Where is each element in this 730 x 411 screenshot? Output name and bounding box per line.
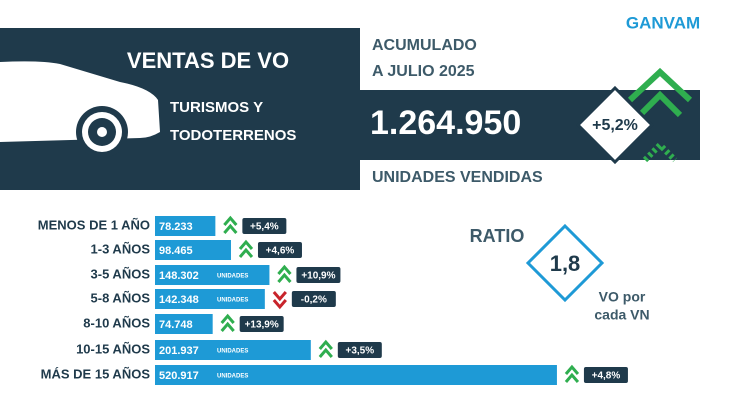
logo: GANVAM [626,13,700,32]
change-box [296,267,341,283]
total-caption: UNIDADES VENDIDAS [372,169,543,186]
ratio-caption: cada VN [594,307,649,323]
bar [155,240,231,260]
category-label: 10-15 AÑOS [76,341,150,356]
category-label: 8-10 AÑOS [83,315,150,330]
change-diamond [575,85,655,165]
value-label: 98.465 [159,245,193,257]
total: 1.264.950 [370,104,521,142]
title: VENTAS DE VO [127,48,289,73]
change-label: +13,9% [245,320,279,331]
category-label: 3-5 AÑOS [91,266,151,281]
change-label: -0,2% [301,295,327,306]
change-label: +4,6% [266,246,295,257]
change-box [583,367,628,383]
change-arrow [277,264,292,283]
category-label: MÁS DE 15 AÑOS [41,366,151,381]
change-label: +5,4% [250,222,279,233]
value-label: 78.233 [159,221,193,233]
change-box [291,291,336,307]
bar [155,340,311,360]
change-label: +4,8% [592,371,621,382]
bar [155,314,213,334]
unit-label: UNIDADES [217,349,248,355]
bar [155,365,557,385]
bar [155,265,270,285]
change-box [239,316,284,332]
car-icon [0,61,160,158]
value-label: 148.302 [159,270,199,282]
change-box [257,242,302,258]
change-arrow [223,215,238,234]
bar [155,289,265,309]
value-label: 520.917 [159,370,199,382]
change-label: +10,9% [301,271,335,282]
change-arrow [272,291,287,310]
change-box [337,342,382,358]
period: ACUMULADO [372,37,477,54]
value-label: 201.937 [159,345,199,357]
bar [155,216,216,236]
unit-label: UNIDADES [217,298,248,304]
decor-chevrons [627,67,693,163]
category-label: MENOS DE 1 AÑO [38,217,150,232]
value-label: 74.748 [159,319,193,331]
change-arrow [318,339,333,358]
ratio-value: 1,8 [550,251,581,276]
ratio-caption: VO por [599,289,646,305]
category-label: 5-8 AÑOS [91,290,151,305]
ratio-diamond [525,223,605,303]
ratio-label: RATIO [470,226,525,246]
change-label: +3,5% [345,346,374,357]
segment: TODOTERRENOS [170,127,296,144]
total-change: +5,2% [592,117,638,134]
change-arrow [238,239,254,258]
category-label: 1-3 AÑOS [91,241,151,256]
value-label: 142.348 [159,294,199,306]
change-box [242,218,287,234]
change-arrow [220,313,235,332]
unit-label: UNIDADES [217,374,248,380]
segment: TURISMOS Y [170,99,263,116]
period: A JULIO 2025 [372,63,475,80]
change-arrow [564,364,580,383]
unit-label: UNIDADES [217,274,248,280]
